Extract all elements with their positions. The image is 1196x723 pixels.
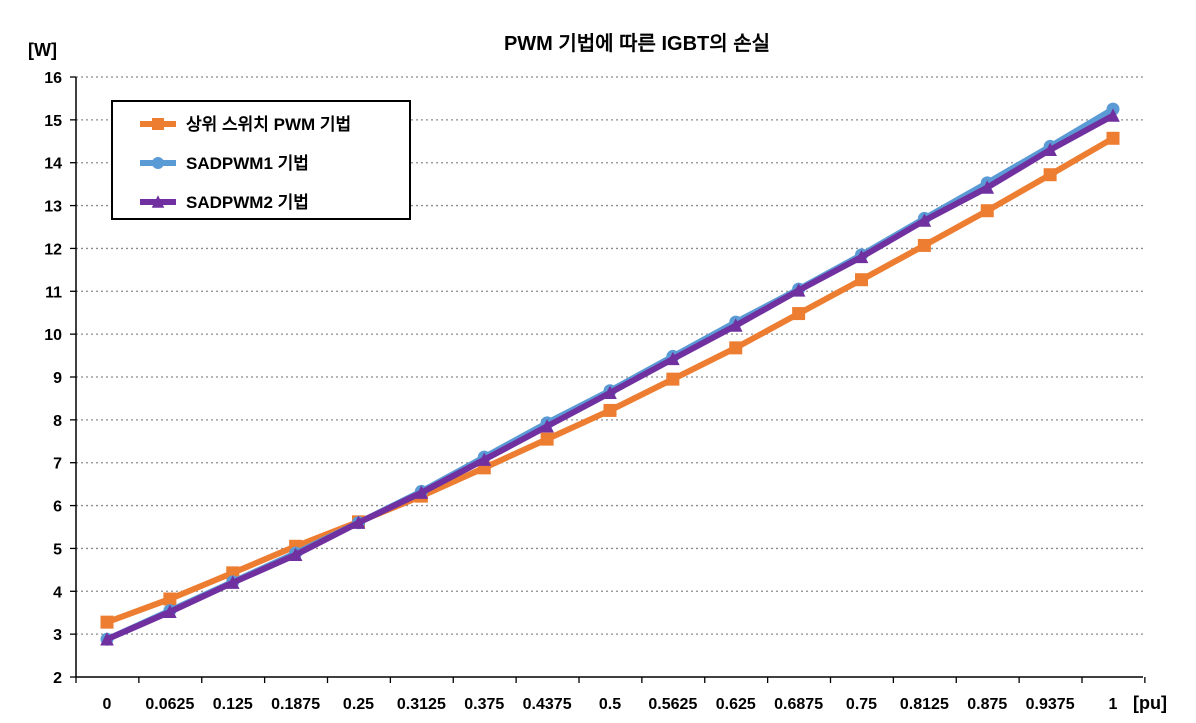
- data-point: [980, 204, 994, 218]
- data-point: [792, 307, 806, 321]
- data-point: [603, 403, 617, 417]
- x-tick-label: 0.5: [599, 696, 621, 713]
- y-tick-label: 9: [53, 370, 62, 387]
- x-tick-label: 1: [1109, 696, 1118, 713]
- legend-label: 상위 스위치 PWM 기법: [186, 115, 351, 134]
- x-tick-label: 0.3125: [397, 696, 446, 713]
- y-tick-label: 16: [44, 70, 62, 87]
- legend-label: SADPWM1 기법: [186, 154, 309, 173]
- y-tick-labels: 2 3 4 5 6 7 8 9 10 11 12 13 14 15 16: [44, 70, 62, 687]
- x-tick-label: 0.875: [967, 696, 1007, 713]
- x-tick-label: 0.4375: [523, 696, 572, 713]
- legend-swatch-marker: [152, 157, 164, 169]
- data-point: [226, 566, 240, 580]
- data-point: [225, 575, 240, 589]
- data-point: [288, 547, 303, 562]
- x-tick-label: 0.9375: [1026, 696, 1075, 713]
- data-point: [1043, 142, 1057, 157]
- x-tick-label: 0.375: [464, 696, 504, 713]
- x-tick-label: 0.125: [213, 696, 253, 713]
- x-axis-label: [pu]: [1133, 693, 1167, 713]
- data-point: [917, 238, 931, 252]
- x-tick-label: 0.8125: [900, 696, 949, 713]
- y-tick-label: 11: [45, 284, 62, 301]
- data-point: [728, 318, 743, 332]
- data-point: [791, 283, 806, 297]
- y-tick-label: 8: [53, 413, 62, 430]
- y-tick-label: 5: [53, 541, 62, 558]
- data-point: [414, 485, 429, 499]
- data-point: [1106, 108, 1120, 122]
- data-point: [100, 632, 114, 646]
- data-point: [666, 351, 680, 366]
- y-tick-label: 7: [53, 456, 62, 473]
- data-point: [477, 452, 492, 466]
- y-axis-label: [W]: [28, 40, 57, 60]
- data-point: [855, 273, 868, 287]
- legend-label: SADPWM2 기법: [186, 193, 309, 212]
- data-point: [729, 341, 743, 355]
- legend-swatch-marker: [151, 195, 165, 208]
- data-point: [980, 180, 995, 194]
- y-tick-label: 10: [44, 327, 62, 344]
- data-point: [1106, 131, 1120, 145]
- y-tick-label: 6: [53, 499, 62, 516]
- x-tick-label: 0.0625: [145, 696, 194, 713]
- x-tick-label: 0.6875: [774, 696, 823, 713]
- x-tick-label: 0.25: [343, 696, 374, 713]
- y-tick-label: 15: [44, 113, 62, 130]
- data-point: [917, 213, 932, 227]
- data-point: [854, 249, 869, 264]
- x-tick-label: 0.625: [716, 696, 756, 713]
- data-point: [100, 615, 114, 629]
- y-tick-label: 2: [53, 670, 62, 687]
- axes: [70, 76, 1146, 683]
- x-tick-label: 0: [103, 696, 112, 713]
- x-tick-labels: 0 0.0625 0.125 0.1875 0.25 0.3125 0.375 0.4375 0…: [103, 696, 1118, 713]
- y-tick-label: 4: [53, 584, 62, 601]
- x-tick-label: 0.75: [846, 696, 877, 713]
- legend: 상위 스위치 PWM 기법 SADPWM1 기법 SADPWM2 기법: [111, 100, 411, 220]
- data-point: [540, 419, 554, 433]
- y-tick-label: 3: [53, 627, 62, 644]
- chart-title: PWM 기법에 따른 IGBT의 손실: [504, 32, 770, 55]
- data-point: [1043, 168, 1057, 182]
- y-tick-label: 13: [44, 199, 62, 216]
- data-series: [100, 102, 1120, 646]
- data-point: [163, 604, 177, 619]
- y-tick-label: 12: [44, 241, 62, 258]
- data-point: [666, 372, 680, 386]
- x-tick-label: 0.1875: [271, 696, 320, 713]
- legend-swatch-marker: [152, 118, 164, 130]
- y-tick-label: 14: [44, 156, 62, 173]
- x-tick-label: 0.5625: [648, 696, 697, 713]
- data-point: [603, 385, 617, 400]
- data-point: [163, 592, 177, 606]
- series-3: [100, 108, 1120, 646]
- data-point: [351, 515, 366, 529]
- data-point: [540, 432, 554, 446]
